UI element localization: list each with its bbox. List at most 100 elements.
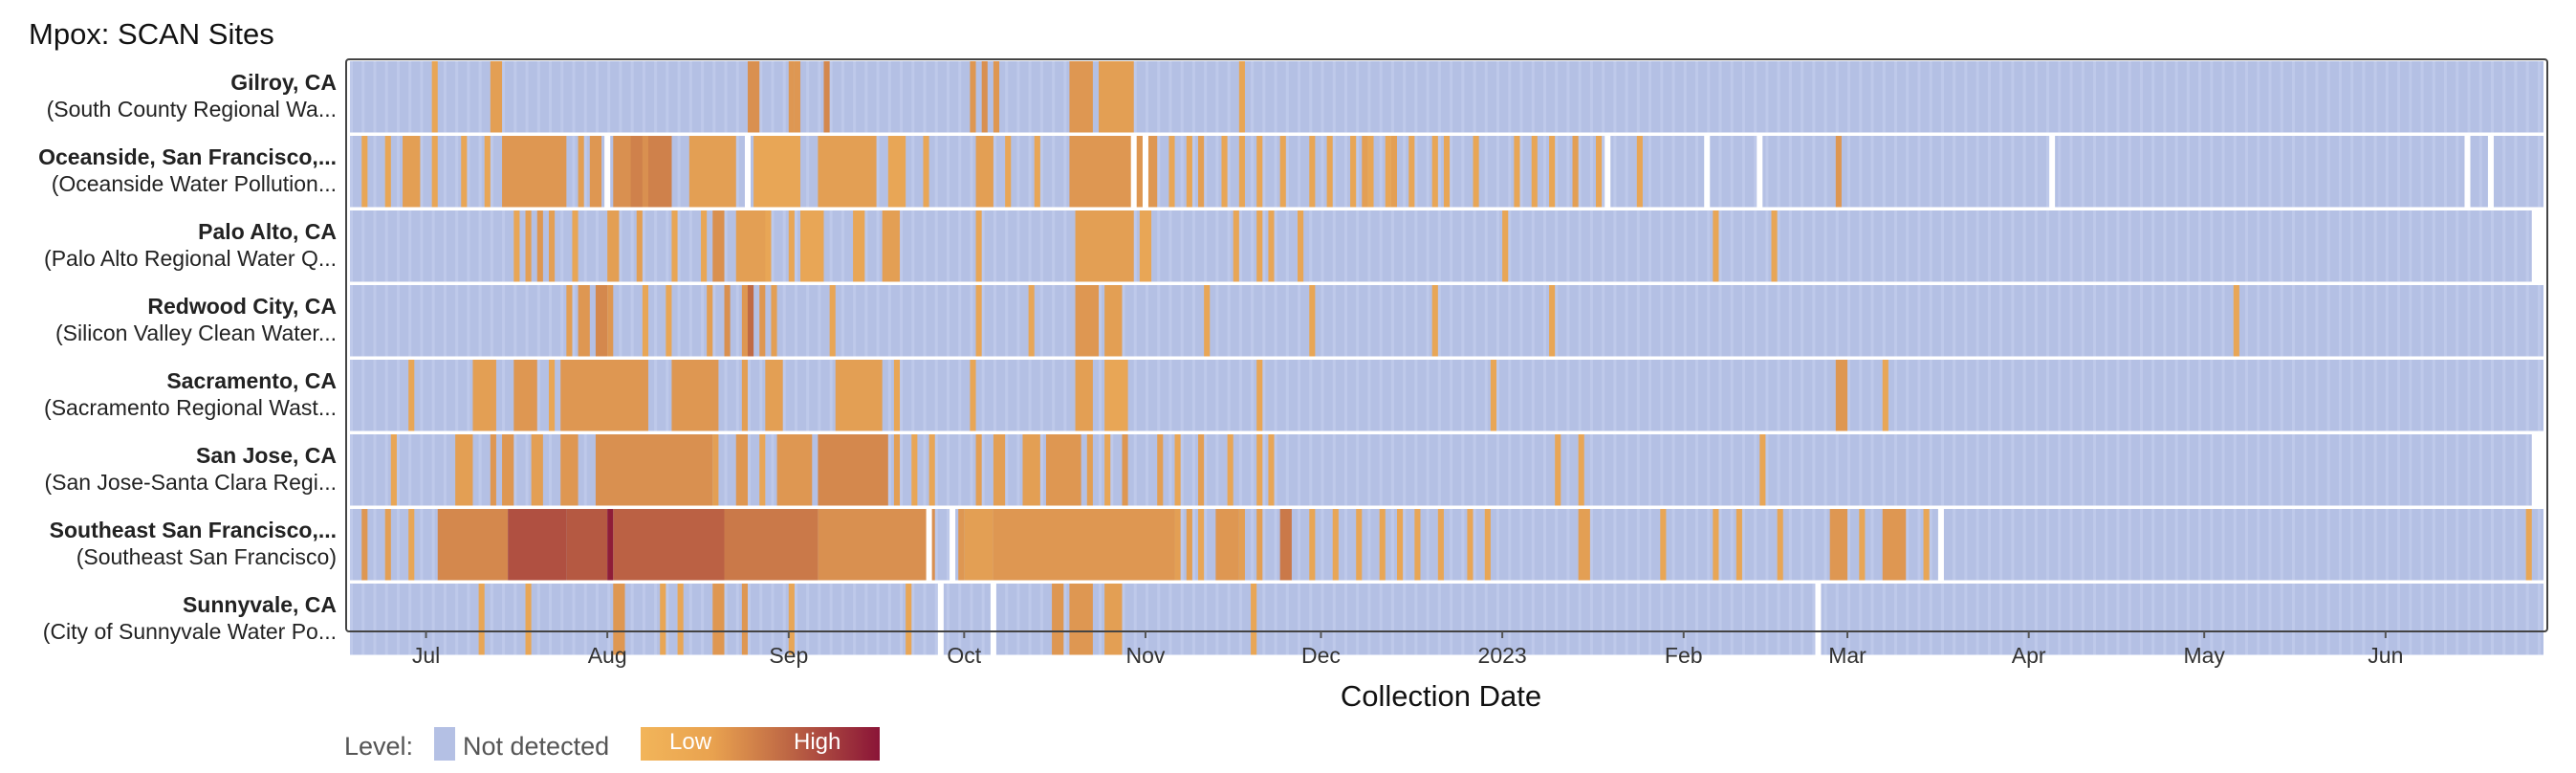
day-stripe: [1694, 434, 1699, 506]
day-stripe: [2432, 61, 2435, 133]
day-stripe: [2444, 584, 2448, 655]
day-stripe: [1870, 434, 1874, 506]
day-stripe: [1870, 509, 1874, 581]
day-stripe: [1987, 584, 1991, 655]
missing-sample-gap: [1605, 136, 1611, 208]
day-stripe: [1730, 210, 1734, 282]
day-stripe: [2092, 61, 2097, 133]
day-stripe: [2116, 434, 2120, 506]
day-stripe: [2198, 509, 2202, 581]
day-stripe: [2268, 136, 2272, 208]
day-stripe: [1227, 61, 1231, 133]
day-stripe: [1298, 61, 1301, 133]
day-stripe: [630, 61, 634, 133]
day-stripe: [654, 210, 658, 282]
detection-cell: [712, 210, 725, 282]
day-stripe: [408, 61, 412, 133]
day-stripe: [1741, 360, 1745, 431]
day-stripe: [1133, 434, 1137, 506]
day-stripe: [2385, 61, 2389, 133]
day-stripe: [1168, 584, 1172, 655]
day-stripe: [1812, 360, 1816, 431]
day-stripe: [1390, 509, 1394, 581]
day-stripe: [2116, 210, 2120, 282]
day-stripe: [1403, 61, 1407, 133]
detection-cell: [502, 434, 514, 506]
day-stripe: [1953, 136, 1956, 208]
day-stripe: [420, 136, 424, 208]
day-stripe: [2011, 210, 2015, 282]
day-stripe: [1602, 61, 1605, 133]
detection-cell: [712, 584, 725, 655]
day-stripe: [373, 285, 377, 357]
day-stripe: [759, 584, 763, 655]
day-stripe: [1298, 584, 1301, 655]
day-stripe: [1519, 509, 1523, 581]
day-stripe: [2397, 509, 2401, 581]
day-stripe: [1191, 584, 1195, 655]
day-stripe: [1801, 509, 1804, 581]
day-stripe: [2022, 61, 2026, 133]
day-stripe: [2303, 509, 2307, 581]
day-stripe: [1390, 584, 1394, 655]
day-stripe: [1964, 136, 1968, 208]
detection-cell: [923, 136, 929, 208]
day-stripe: [2257, 210, 2260, 282]
day-stripe: [1519, 434, 1523, 506]
day-stripe: [1823, 434, 1827, 506]
day-stripe: [2467, 584, 2471, 655]
day-stripe: [958, 61, 962, 133]
day-stripe: [1367, 434, 1371, 506]
legend-high-label: High: [794, 729, 841, 755]
day-stripe: [1309, 434, 1313, 506]
day-stripe: [1976, 434, 1979, 506]
day-stripe: [2198, 584, 2202, 655]
day-stripe: [2233, 61, 2237, 133]
detection-cell: [513, 210, 520, 282]
day-stripe: [548, 584, 553, 655]
day-stripe: [2221, 584, 2225, 655]
day-stripe: [1390, 285, 1394, 357]
detection-cell: [829, 285, 836, 357]
day-stripe: [840, 210, 844, 282]
day-stripe: [2116, 61, 2120, 133]
day-stripe: [1636, 210, 1640, 282]
day-stripe: [688, 584, 692, 655]
day-stripe: [1204, 136, 1208, 208]
day-stripe: [1730, 61, 1734, 133]
day-stripe: [2280, 285, 2283, 357]
day-stripe: [2420, 360, 2424, 431]
day-stripe: [1321, 434, 1324, 506]
day-stripe: [1754, 136, 1757, 208]
detection-cell: [531, 434, 543, 506]
detection-cell: [741, 360, 748, 431]
day-stripe: [1437, 584, 1441, 655]
day-stripe: [1285, 136, 1289, 208]
detection-cell: [1052, 584, 1064, 655]
day-stripe: [1379, 584, 1383, 655]
day-stripe: [993, 210, 996, 282]
day-stripe: [1356, 210, 1360, 282]
day-stripe: [1636, 360, 1640, 431]
day-stripe: [1801, 360, 1804, 431]
day-stripe: [2373, 434, 2377, 506]
day-stripe: [1473, 360, 1476, 431]
day-stripe: [2502, 509, 2506, 581]
day-stripe: [1191, 360, 1195, 431]
detection-cell: [508, 509, 567, 581]
day-stripe: [1566, 434, 1570, 506]
day-stripe: [467, 285, 470, 357]
day-stripe: [1882, 136, 1886, 208]
day-stripe: [1531, 285, 1535, 357]
day-stripe: [2525, 360, 2529, 431]
day-stripe: [2326, 61, 2330, 133]
day-stripe: [794, 360, 797, 431]
day-stripe: [1450, 509, 1453, 581]
missing-sample-gap: [2464, 136, 2471, 208]
day-stripe: [1461, 136, 1465, 208]
day-stripe: [1133, 61, 1137, 133]
missing-sample-gap: [1130, 136, 1137, 208]
day-stripe: [1648, 61, 1652, 133]
day-stripe: [654, 61, 658, 133]
day-stripe: [2326, 360, 2330, 431]
